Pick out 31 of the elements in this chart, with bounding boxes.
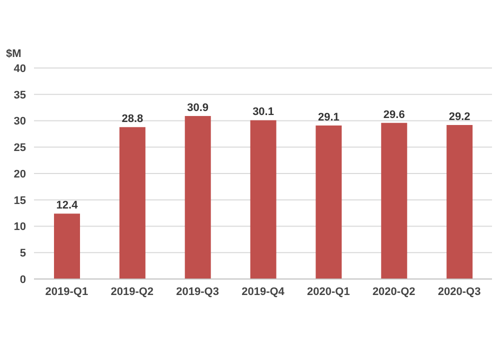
y-tick-label: 0 <box>20 274 26 286</box>
x-tick-label: 2019-Q4 <box>242 286 286 298</box>
bar <box>446 124 473 279</box>
bar <box>250 120 276 279</box>
y-tick-label: 40 <box>14 62 26 75</box>
bar <box>184 116 211 279</box>
y-tick-label: 35 <box>14 89 26 102</box>
bar <box>316 126 342 279</box>
y-tick-label: 10 <box>14 221 26 234</box>
y-tick-label: 5 <box>20 248 26 260</box>
x-tick-label: 2020-Q3 <box>438 286 481 298</box>
data-label: 30.1 <box>252 106 274 118</box>
data-label: 30.9 <box>187 102 209 114</box>
data-label: 12.4 <box>56 200 79 212</box>
x-tick-label: 2019-Q1 <box>45 286 88 298</box>
data-label: 29.6 <box>383 108 405 121</box>
data-label: 28.8 <box>122 113 144 126</box>
data-label: 29.2 <box>448 110 470 123</box>
bar <box>119 127 146 279</box>
x-tick-label: 2020-Q1 <box>307 286 350 298</box>
x-tick-label: 2019-Q3 <box>176 286 219 298</box>
data-label: 29.1 <box>318 111 340 124</box>
bar <box>381 122 408 279</box>
y-tick-label: 15 <box>14 194 26 207</box>
y-tick-label: 30 <box>14 116 26 128</box>
y-tick-label: 20 <box>14 168 26 180</box>
x-tick-label: 2019-Q2 <box>110 286 154 298</box>
y-tick-label: 25 <box>14 142 26 154</box>
y-axis-title: $M <box>6 48 22 60</box>
x-tick-label: 2020-Q2 <box>372 286 416 298</box>
bar <box>54 214 80 279</box>
